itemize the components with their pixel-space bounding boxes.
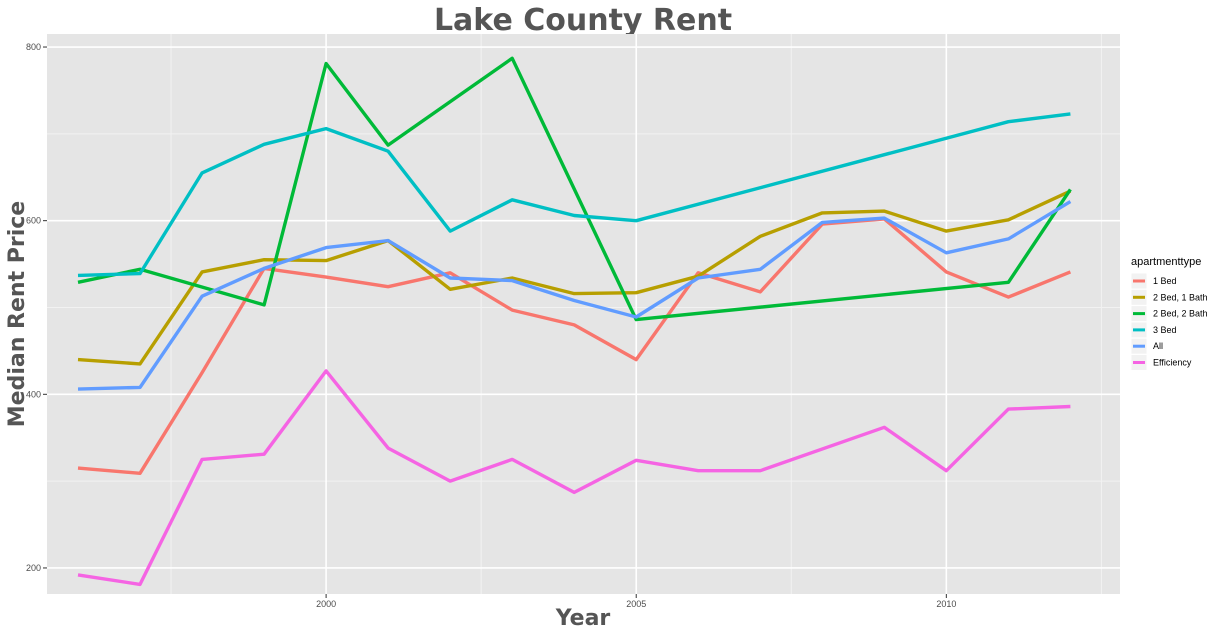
plot-panel <box>47 34 1120 594</box>
chart-title: Lake County Rent <box>434 3 732 38</box>
y-tick-label: 200 <box>26 563 41 573</box>
series-line-3-bed <box>77 112 1071 278</box>
legend-label-2-bed-1-bath: 2 Bed, 1 Bath <box>1153 292 1208 302</box>
series-lines <box>77 56 1072 587</box>
series-line-efficiency <box>77 369 1071 587</box>
legend-label-2-bed-2-bath: 2 Bed, 2 Bath <box>1153 309 1208 319</box>
series-line-2-bed-2-bath <box>77 56 1072 322</box>
legend-label-3-bed: 3 Bed <box>1153 325 1177 335</box>
legend-title: apartmenttype <box>1131 256 1201 268</box>
series-line-2-bed-1-bath <box>77 189 1072 366</box>
x-tick-label: 2010 <box>936 599 956 609</box>
x-axis-ticks: 2000 2005 2010 <box>316 594 956 609</box>
legend-label-efficiency: Efficiency <box>1153 358 1192 368</box>
series-line-1-bed <box>77 217 1072 475</box>
y-axis-title: Median Rent Price <box>5 201 30 427</box>
y-tick-label: 400 <box>26 389 41 399</box>
series-line-all <box>77 200 1072 391</box>
y-axis-ticks: 200 400 600 800 <box>26 42 47 573</box>
legend-items: 1 Bed 2 Bed, 1 Bath 2 Bed, 2 Bath 3 Bed All E… <box>1130 272 1208 371</box>
grid-minor <box>47 34 1120 594</box>
x-tick-label: 2000 <box>316 599 336 609</box>
legend: apartmenttype 1 Bed 2 Bed, 1 Bath 2 Bed, 2… <box>1130 256 1208 371</box>
x-axis-title: Year <box>555 606 611 631</box>
legend-label-1-bed: 1 Bed <box>1153 276 1177 286</box>
x-tick-label: 2005 <box>626 599 646 609</box>
legend-label-all: All <box>1153 341 1163 351</box>
y-tick-label: 600 <box>26 216 41 226</box>
y-tick-label: 800 <box>26 42 41 52</box>
